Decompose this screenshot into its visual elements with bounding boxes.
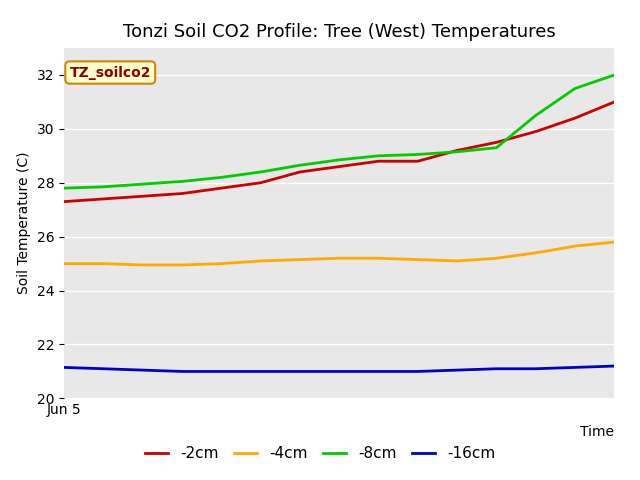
Title: Tonzi Soil CO2 Profile: Tree (West) Temperatures: Tonzi Soil CO2 Profile: Tree (West) Temp… [123,23,556,41]
Text: TZ_soilco2: TZ_soilco2 [70,66,151,80]
Y-axis label: Soil Temperature (C): Soil Temperature (C) [17,152,31,294]
Text: Time: Time [580,425,614,439]
Legend: -2cm, -4cm, -8cm, -16cm: -2cm, -4cm, -8cm, -16cm [139,440,501,468]
